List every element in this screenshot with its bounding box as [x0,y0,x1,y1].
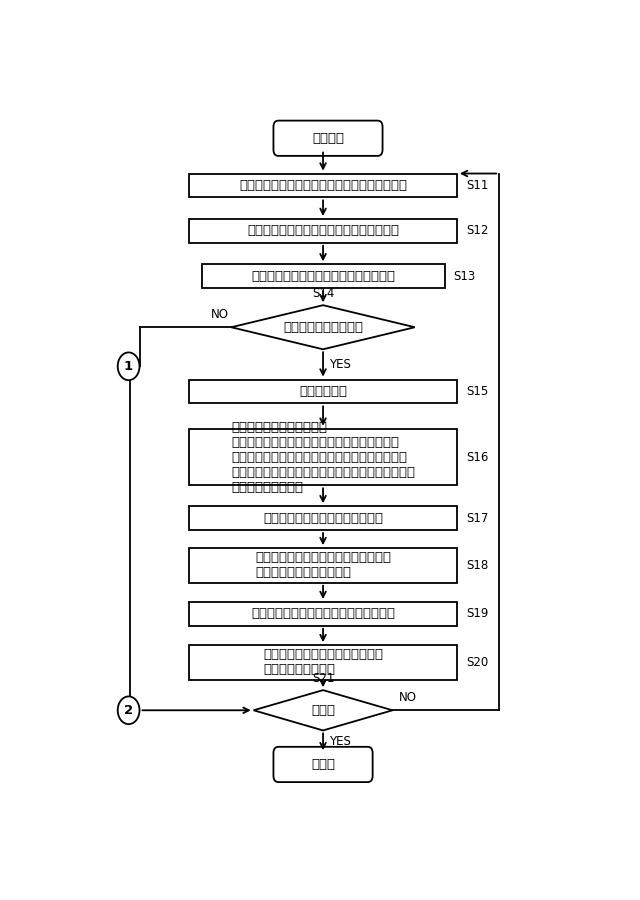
Circle shape [118,353,140,380]
Text: S11: S11 [466,179,488,192]
FancyBboxPatch shape [273,747,372,782]
Polygon shape [253,690,392,731]
Text: NO: NO [399,691,417,704]
Bar [189,645,457,680]
Bar [189,174,457,197]
Bar [189,506,457,530]
Text: 車両速度及び閾値速度に基づいて
湋滞区間の位置算出: 車両速度及び閾値速度に基づいて 湋滞区間の位置算出 [263,648,383,677]
Bar [202,265,445,288]
Text: S12: S12 [466,224,488,238]
Text: 1: 1 [124,360,133,373]
Bar [189,219,457,243]
Circle shape [118,697,140,724]
Text: 終了？: 終了？ [311,704,335,716]
Text: プローブデータ取得？: プローブデータ取得？ [283,320,363,334]
Bar [189,602,457,626]
Text: S14: S14 [312,287,334,301]
Text: YES: YES [329,358,351,371]
FancyBboxPatch shape [273,121,383,156]
Text: S19: S19 [466,608,488,620]
Text: S13: S13 [454,270,476,283]
Text: NO: NO [211,308,229,321]
Bar [189,548,457,582]
Text: S21: S21 [312,672,334,685]
Bar [189,428,457,485]
Text: S20: S20 [466,656,488,669]
Text: YES: YES [329,735,351,748]
Text: 区間台数の推定値及び算出値を用いて
区間台数の最適推定値算出: 区間台数の推定値及び算出値を用いて 区間台数の最適推定値算出 [255,552,391,580]
Text: プローブデータに基づいて車両速度算出: プローブデータに基づいて車両速度算出 [251,608,395,620]
Text: オンランプ及びオフランプの交通量算出: オンランプ及びオフランプの交通量算出 [251,270,395,283]
Text: エンド: エンド [311,758,335,771]
Text: S17: S17 [466,511,488,525]
Text: プローブデータに基づいて
上流地点とオフランプとの間の第１旅行時間、
オフランプとオンランプとの間の第２旅行時間、
オンランプと下流地点との間の第３旅行時間、及: プローブデータに基づいて 上流地点とオフランプとの間の第１旅行時間、 オフランプ… [231,420,415,493]
Text: 区間の上流地点及び下流地点の交通量算出: 区間の上流地点及び下流地点の交通量算出 [247,224,399,238]
Text: S15: S15 [466,385,488,398]
Text: 区間台数推定: 区間台数推定 [299,385,347,398]
Text: 各旅行時間を用いて区間台数算出: 各旅行時間を用いて区間台数算出 [263,511,383,525]
Text: S16: S16 [466,451,488,464]
Text: 区間の上流地点及び下流地点の感知データ取得: 区間の上流地点及び下流地点の感知データ取得 [239,179,407,192]
Text: 2: 2 [124,704,133,716]
Bar [189,380,457,403]
Text: スタート: スタート [312,131,344,145]
Polygon shape [231,305,415,349]
Text: S18: S18 [466,559,488,572]
